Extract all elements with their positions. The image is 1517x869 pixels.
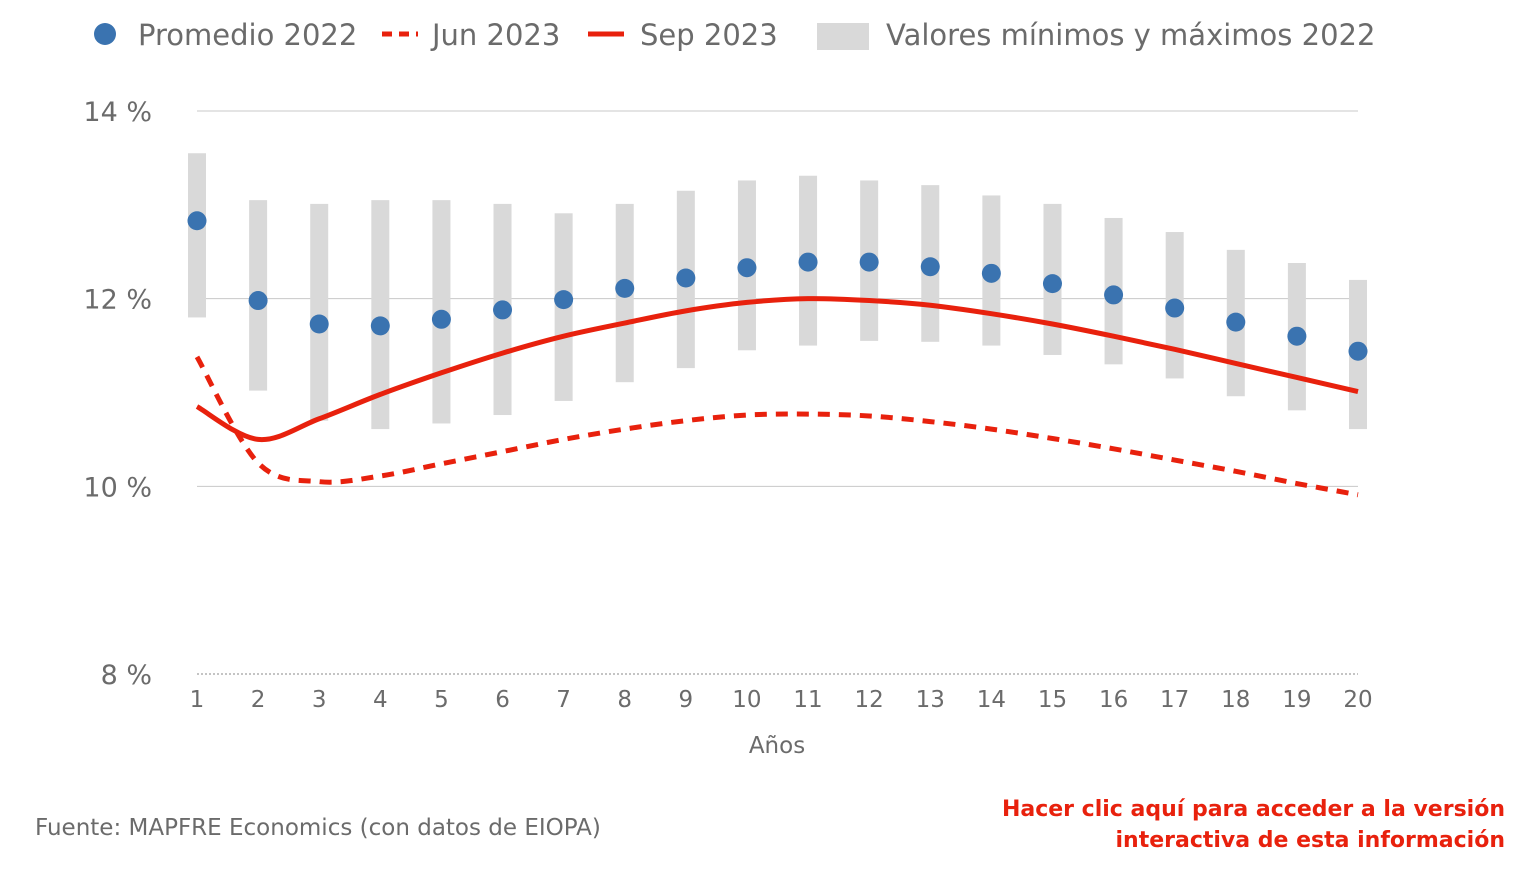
average-dot: [1226, 312, 1246, 332]
x-tick-label: 17: [1160, 687, 1189, 713]
legend-label-min-max-2022: Valores mínimos y máximos 2022: [886, 18, 1375, 52]
x-tick-label: 11: [793, 687, 822, 713]
x-tick-label: 2: [251, 687, 266, 713]
series-lines: [194, 296, 1359, 498]
average-dot: [1042, 274, 1062, 294]
range-bar: [188, 153, 206, 318]
source-note: Fuente: MAPFRE Economics (con datos de E…: [35, 815, 601, 841]
average-dot: [554, 290, 574, 310]
y-axis-ticks: 8 % 10 % 12 % 14 %: [83, 97, 152, 691]
legend-label-promedio-2022: Promedio 2022: [138, 18, 357, 52]
x-tick-label: 6: [495, 687, 510, 713]
x-tick-label: 10: [732, 687, 761, 713]
x-tick-label: 16: [1099, 687, 1128, 713]
x-tick-label: 18: [1221, 687, 1250, 713]
link-line-2[interactable]: interactiva de esta información: [1115, 828, 1505, 853]
range-bar: [371, 200, 390, 430]
x-axis-ticks: 1 2 3 4 5 6 7 8 9 10 11 12 13 14 15 16 17 18 19 20: [190, 687, 1373, 713]
average-dot: [676, 268, 696, 288]
average-dot: [248, 291, 268, 311]
x-axis-label: Años: [749, 733, 805, 759]
average-dot: [370, 316, 390, 336]
x-tick-label: 20: [1343, 687, 1372, 713]
x-tick-label: 19: [1282, 687, 1311, 713]
average-dot: [920, 257, 940, 277]
x-tick-label: 1: [190, 687, 205, 713]
average-dots: [187, 211, 1368, 361]
average-dot: [187, 211, 207, 231]
average-dot: [1104, 285, 1124, 305]
x-tick-label: 3: [312, 687, 327, 713]
legend-label-jun-2023: Jun 2023: [430, 18, 560, 52]
average-dot: [1165, 298, 1185, 318]
x-tick-label: 12: [855, 687, 884, 713]
legend: Promedio 2022 Jun 2023 Sep 2023 Valores …: [94, 18, 1375, 52]
x-tick-label: 7: [556, 687, 571, 713]
range-bars: [188, 153, 1367, 430]
x-tick-label: 5: [434, 687, 449, 713]
y-tick-label: 14 %: [83, 97, 152, 128]
average-dot: [615, 278, 635, 298]
x-tick-label: 15: [1038, 687, 1067, 713]
average-dot: [737, 258, 757, 278]
y-tick-label: 8 %: [101, 660, 152, 691]
legend-marker-min-max-2022: [817, 23, 869, 50]
range-bar: [310, 203, 329, 421]
link-line-1[interactable]: Hacer clic aquí para acceder a la versió…: [1001, 797, 1505, 822]
legend-marker-promedio-2022: [94, 23, 116, 45]
average-dot: [981, 263, 1001, 283]
y-tick-label: 12 %: [83, 285, 152, 316]
x-tick-label: 8: [617, 687, 632, 713]
average-dot: [859, 252, 879, 272]
average-dot: [798, 252, 818, 272]
y-tick-label: 10 %: [83, 472, 152, 503]
average-dot: [1287, 326, 1307, 346]
x-tick-label: 9: [679, 687, 694, 713]
x-tick-label: 4: [373, 687, 388, 713]
gridlines: [197, 110, 1358, 675]
x-tick-label: 13: [916, 687, 945, 713]
average-dot: [1348, 341, 1368, 361]
average-dot: [431, 309, 451, 329]
series-line-jun-2023: [194, 355, 1359, 498]
interactive-version-link[interactable]: Hacer clic aquí para acceder a la versió…: [945, 794, 1505, 856]
average-dot: [309, 314, 329, 334]
legend-label-sep-2023: Sep 2023: [640, 18, 778, 52]
series-line-sep-2023: [195, 296, 1359, 442]
average-dot: [493, 300, 513, 320]
x-tick-label: 14: [977, 687, 1006, 713]
